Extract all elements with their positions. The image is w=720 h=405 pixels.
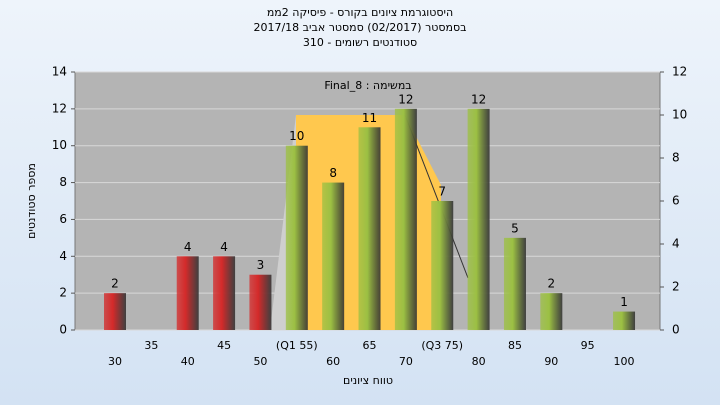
bar bbox=[467, 108, 490, 330]
data-label: 7 bbox=[438, 185, 446, 199]
y-tick-label: 6 bbox=[59, 212, 67, 226]
bar bbox=[394, 108, 417, 330]
y2-tick-label: 8 bbox=[672, 151, 680, 165]
data-label: 8 bbox=[329, 166, 337, 180]
data-label: 3 bbox=[257, 258, 265, 272]
y-tick-label: 8 bbox=[59, 175, 67, 189]
x-tick-label: 65 bbox=[363, 339, 377, 352]
data-label: 12 bbox=[471, 92, 486, 106]
y-tick-label: 14 bbox=[52, 65, 67, 79]
data-label: 2 bbox=[547, 277, 555, 291]
x-tick-label: 100 bbox=[614, 355, 635, 368]
y2-tick-label: 0 bbox=[672, 323, 680, 337]
y2-tick-label: 4 bbox=[672, 237, 680, 251]
x-tick-label: 50 bbox=[253, 355, 267, 368]
x-tick-label: 30 bbox=[108, 355, 122, 368]
data-label: 2 bbox=[111, 277, 119, 291]
x-tick-label: 95 bbox=[581, 339, 595, 352]
bar bbox=[176, 256, 199, 330]
x-tick-label: 60 bbox=[326, 355, 340, 368]
x-tick-label: 35 bbox=[144, 339, 158, 352]
y-tick-label: 10 bbox=[52, 138, 67, 152]
bar bbox=[540, 293, 563, 330]
bar bbox=[285, 145, 308, 330]
x-tick-label: 85 bbox=[508, 339, 522, 352]
bar bbox=[503, 237, 526, 330]
chart-subtitle: סטודנטים רשומים - 310 bbox=[303, 36, 417, 49]
bar bbox=[358, 127, 381, 331]
bar bbox=[213, 256, 236, 330]
y2-tick-label: 2 bbox=[672, 280, 680, 294]
x-tick-label: 45 bbox=[217, 339, 231, 352]
x-tick-label: 70 bbox=[399, 355, 413, 368]
x-tick-label: 40 bbox=[181, 355, 195, 368]
bar bbox=[249, 274, 272, 330]
data-label: 11 bbox=[362, 111, 377, 125]
data-label: 10 bbox=[289, 129, 304, 143]
chart-subtitle: בסמסטר (02/2017) סמסטר אביב 2017/18 bbox=[253, 21, 466, 34]
y2-tick-label: 6 bbox=[672, 194, 680, 208]
y-tick-label: 12 bbox=[52, 101, 67, 115]
y-tick-label: 0 bbox=[59, 323, 67, 337]
x-tick-label: 90 bbox=[544, 355, 558, 368]
bar bbox=[322, 182, 345, 330]
chart-title: היסטוגרמת ציונים בקורס - פיסיקה 2ממ bbox=[267, 6, 453, 19]
data-label: 1 bbox=[620, 295, 628, 309]
x-axis-label: טווח ציונים bbox=[343, 374, 393, 387]
bar bbox=[104, 293, 126, 330]
data-label: 4 bbox=[220, 240, 228, 254]
x-tick-label: (Q3 75) bbox=[421, 339, 463, 352]
y-tick-label: 2 bbox=[59, 286, 67, 300]
x-tick-label: 80 bbox=[472, 355, 486, 368]
y2-tick-label: 10 bbox=[672, 108, 687, 122]
y-axis-label: מספר סטודנטים bbox=[25, 163, 38, 239]
data-label: 5 bbox=[511, 221, 519, 235]
annotation: Final_8 : במשימה bbox=[324, 79, 411, 92]
data-label: 4 bbox=[184, 240, 192, 254]
bar bbox=[613, 311, 636, 330]
bar bbox=[431, 201, 454, 330]
y2-tick-label: 12 bbox=[672, 65, 687, 79]
y-tick-label: 4 bbox=[59, 249, 67, 263]
data-label: 12 bbox=[398, 92, 413, 106]
x-tick-label: (Q1 55) bbox=[276, 339, 318, 352]
